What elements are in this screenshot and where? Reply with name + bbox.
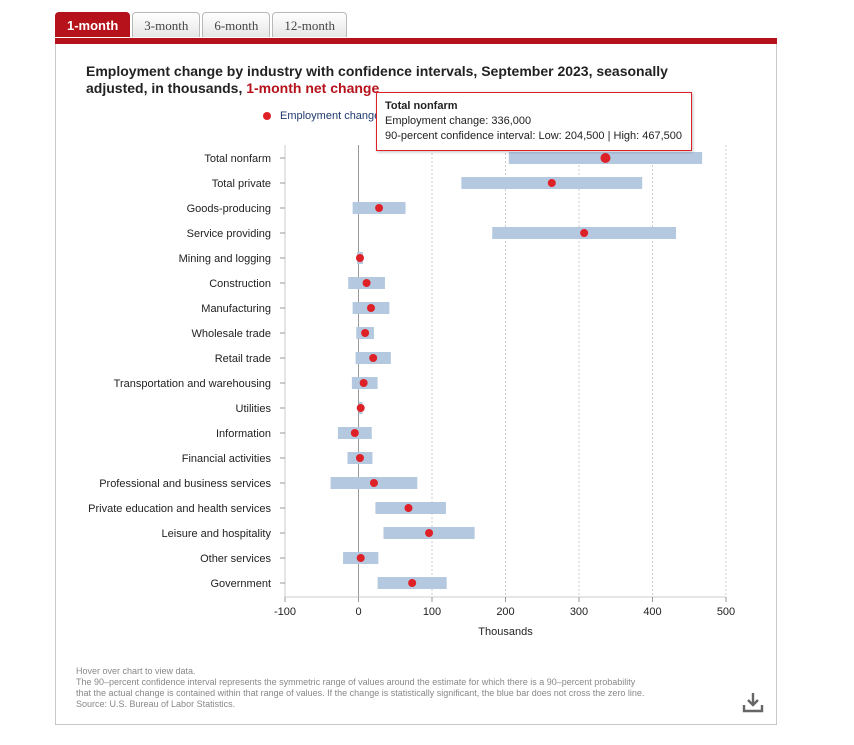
chart-notes: Hover over chart to view data. The 90–pe… — [76, 666, 736, 710]
tab-12-month[interactable]: 12-month — [272, 12, 347, 37]
note-interval-1: The 90–percent confidence interval repre… — [76, 677, 636, 687]
category-label: Construction — [209, 278, 271, 290]
category-label: Service providing — [187, 228, 271, 240]
category-label: Leisure and hospitality — [162, 528, 272, 540]
employment-change-point[interactable] — [408, 579, 417, 587]
category-label: Mining and logging — [179, 253, 271, 265]
employment-change-point[interactable] — [361, 329, 370, 337]
employment-change-point[interactable] — [547, 179, 556, 187]
category-label: Transportation and warehousing — [114, 378, 271, 390]
note-interval-2: that the actual change is contained with… — [76, 688, 645, 698]
category-label: Government — [210, 578, 271, 590]
category-label: Wholesale trade — [192, 328, 272, 340]
employment-change-point[interactable] — [356, 554, 365, 562]
category-label: Total nonfarm — [204, 153, 271, 165]
chart-panel — [55, 44, 777, 725]
employment-change-point[interactable] — [369, 479, 378, 487]
category-label: Goods-producing — [187, 203, 271, 215]
x-tick-label: 400 — [643, 606, 661, 618]
employment-change-point[interactable] — [366, 304, 375, 312]
download-icon[interactable] — [742, 691, 764, 713]
employment-change-point[interactable] — [404, 504, 413, 512]
employment-change-point[interactable] — [359, 379, 368, 387]
x-axis-title: Thousands — [478, 626, 533, 638]
employment-change-point[interactable] — [356, 404, 365, 412]
x-tick-label: 0 — [355, 606, 361, 618]
category-label: Financial activities — [182, 453, 272, 465]
chart-title-period: 1-month net change — [246, 80, 380, 96]
chart-title: Employment change by industry with confi… — [86, 63, 726, 97]
x-tick-label: 300 — [570, 606, 588, 618]
category-label: Manufacturing — [201, 303, 271, 315]
tooltip-change: Employment change: 336,000 — [385, 115, 532, 127]
legend-label: Employment change — [280, 110, 381, 122]
employment-change-point[interactable] — [355, 454, 364, 462]
tab-3-month[interactable]: 3-month — [132, 12, 201, 37]
employment-change-point[interactable] — [355, 254, 364, 262]
employment-change-point[interactable] — [580, 229, 589, 237]
tooltip-interval: 90-percent confidence interval: Low: 204… — [385, 130, 682, 142]
tab-1-month[interactable]: 1-month — [55, 12, 131, 37]
employment-change-point[interactable] — [350, 429, 359, 437]
x-tick-label: 500 — [717, 606, 735, 618]
employment-change-point[interactable] — [375, 204, 384, 212]
chart-title-text: Employment change by industry with confi… — [86, 63, 668, 96]
employment-change-point[interactable] — [600, 153, 611, 163]
tab-6-month[interactable]: 6-month — [202, 12, 271, 37]
category-label: Total private — [212, 178, 271, 190]
category-label: Professional and business services — [99, 478, 271, 490]
employment-change-point[interactable] — [425, 529, 434, 537]
tooltip-title: Total nonfarm — [385, 100, 458, 112]
x-tick-label: -100 — [274, 606, 296, 618]
employment-change-point[interactable] — [369, 354, 378, 362]
category-label: Private education and health services — [88, 503, 271, 515]
legend-marker — [263, 112, 271, 120]
category-label: Retail trade — [215, 353, 271, 365]
category-label: Utilities — [236, 403, 272, 415]
note-source: Source: U.S. Bureau of Labor Statistics. — [76, 699, 236, 709]
employment-change-point[interactable] — [362, 279, 371, 287]
data-tooltip: Total nonfarm Employment change: 336,000… — [376, 92, 692, 151]
chart-legend[interactable]: Employment change — [263, 110, 380, 122]
x-tick-label: 100 — [423, 606, 441, 618]
category-label: Information — [216, 428, 271, 440]
note-hover: Hover over chart to view data. — [76, 666, 196, 676]
x-tick-label: 200 — [496, 606, 514, 618]
period-tabs: 1-month 3-month 6-month 12-month — [55, 12, 349, 38]
category-label: Other services — [200, 553, 271, 565]
tab-underline — [55, 38, 777, 44]
